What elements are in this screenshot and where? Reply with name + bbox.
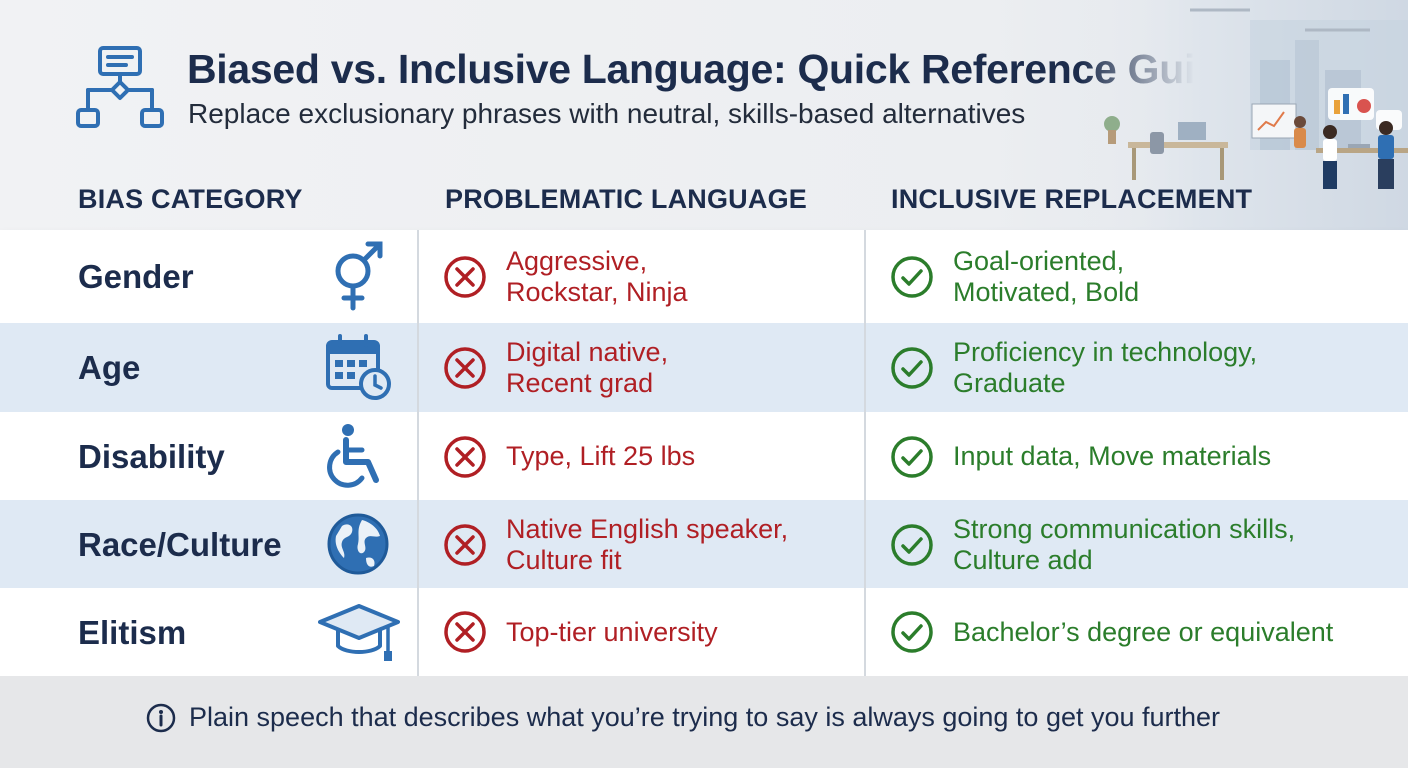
reference-table	[0, 230, 1408, 676]
graduation-cap-icon	[318, 604, 400, 661]
table-row	[0, 412, 1408, 500]
flowchart-icon	[76, 46, 164, 128]
inclusive-text: Bachelor’s degree or equivalent	[953, 617, 1334, 647]
inclusive-text: Input data, Move materials	[953, 441, 1272, 471]
inclusive-text: Strong communication skills, Culture add	[953, 514, 1296, 575]
x-circle-icon	[444, 347, 486, 389]
column-header-problematic: PROBLEMATIC LANGUAGE	[445, 184, 807, 214]
category-label: Elitism	[78, 614, 187, 651]
x-circle-icon	[444, 524, 486, 566]
table-row	[0, 323, 1408, 412]
wheelchair-icon	[327, 424, 379, 488]
check-circle-icon	[891, 256, 933, 298]
table-row	[0, 500, 1408, 588]
globe-icon	[327, 513, 389, 575]
problematic-text: Top-tier university	[506, 617, 718, 647]
problematic-text: Digital native, Recent grad	[506, 337, 669, 398]
category-label: Disability	[78, 438, 225, 475]
footer-note: Plain speech that describes what you’re …	[189, 702, 1221, 732]
inclusive-text: Proficiency in technology, Graduate	[953, 337, 1258, 398]
check-circle-icon	[891, 436, 933, 478]
table-row	[0, 230, 1408, 323]
category-label: Age	[78, 349, 141, 386]
check-circle-icon	[891, 347, 933, 389]
page-subtitle: Replace exclusionary phrases with neutra…	[188, 98, 1026, 129]
x-circle-icon	[444, 256, 486, 298]
problematic-text: Aggressive, Rockstar, Ninja	[506, 246, 688, 307]
problematic-text: Native English speaker, Culture fit	[506, 514, 789, 575]
calendar-clock-icon	[326, 334, 391, 400]
column-header-inclusive: INCLUSIVE REPLACEMENT	[891, 184, 1253, 214]
x-circle-icon	[444, 436, 486, 478]
column-header-category: BIAS CATEGORY	[78, 184, 303, 214]
inclusive-text: Goal-oriented, Motivated, Bold	[953, 246, 1140, 307]
check-circle-icon	[891, 524, 933, 566]
info-icon	[146, 703, 176, 733]
category-label: Gender	[78, 258, 194, 295]
category-label: Race/Culture	[78, 526, 282, 563]
office-illustration	[1080, 0, 1408, 230]
x-circle-icon	[444, 611, 486, 653]
gender-icon	[335, 241, 383, 311]
page-title: Biased vs. Inclusive Language: Quick Ref…	[187, 46, 1243, 92]
column-divider	[864, 230, 866, 676]
column-divider	[417, 230, 419, 676]
check-circle-icon	[891, 611, 933, 653]
table-row	[0, 588, 1408, 676]
problematic-text: Type, Lift 25 lbs	[506, 441, 696, 471]
footer-bar	[0, 676, 1408, 768]
